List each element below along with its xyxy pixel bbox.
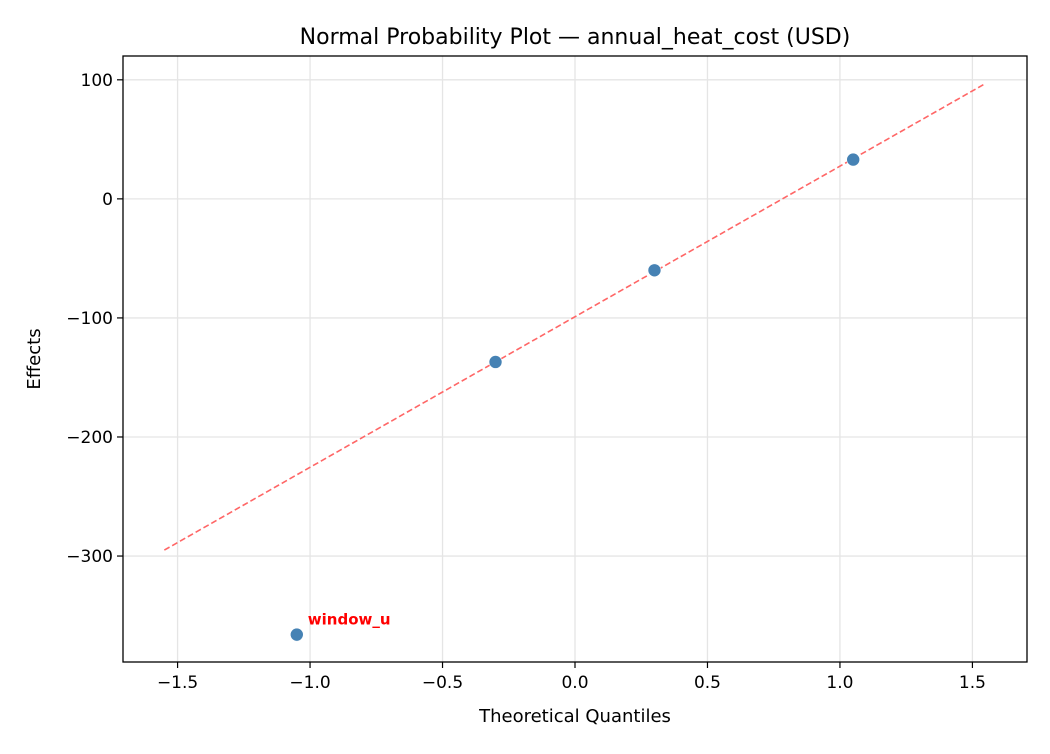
data-point [846, 152, 860, 167]
data-point [647, 263, 662, 278]
x-tick-label: 0.0 [561, 673, 588, 693]
point-annotation: window_u [308, 611, 391, 629]
annotations-group: window_u [308, 611, 391, 629]
x-tick-label: −0.5 [422, 673, 463, 693]
y-axis-label: Effects [24, 328, 45, 389]
x-tick-label: 0.5 [694, 673, 721, 693]
y-tick-label: −200 [66, 428, 113, 448]
x-tick-label: −1.0 [289, 673, 330, 693]
y-axis: 100 0 −100 −200 −300 [66, 71, 123, 567]
y-tick-label: 0 [102, 190, 113, 210]
data-point [488, 355, 503, 369]
y-tick-label: −300 [66, 547, 113, 567]
x-tick-label: −1.5 [157, 673, 198, 693]
x-axis: −1.5 −1.0 −0.5 0.0 0.5 1.0 1.5 [157, 662, 986, 693]
x-axis-label: Theoretical Quantiles [478, 706, 671, 727]
y-tick-label: −100 [66, 309, 113, 329]
y-tick-label: 100 [81, 71, 113, 91]
data-point [290, 627, 304, 642]
grid [123, 56, 1027, 662]
chart-title: Normal Probability Plot — annual_heat_co… [300, 25, 851, 50]
x-tick-label: 1.5 [959, 673, 986, 693]
points-group [290, 152, 860, 642]
x-tick-label: 1.0 [826, 673, 853, 693]
